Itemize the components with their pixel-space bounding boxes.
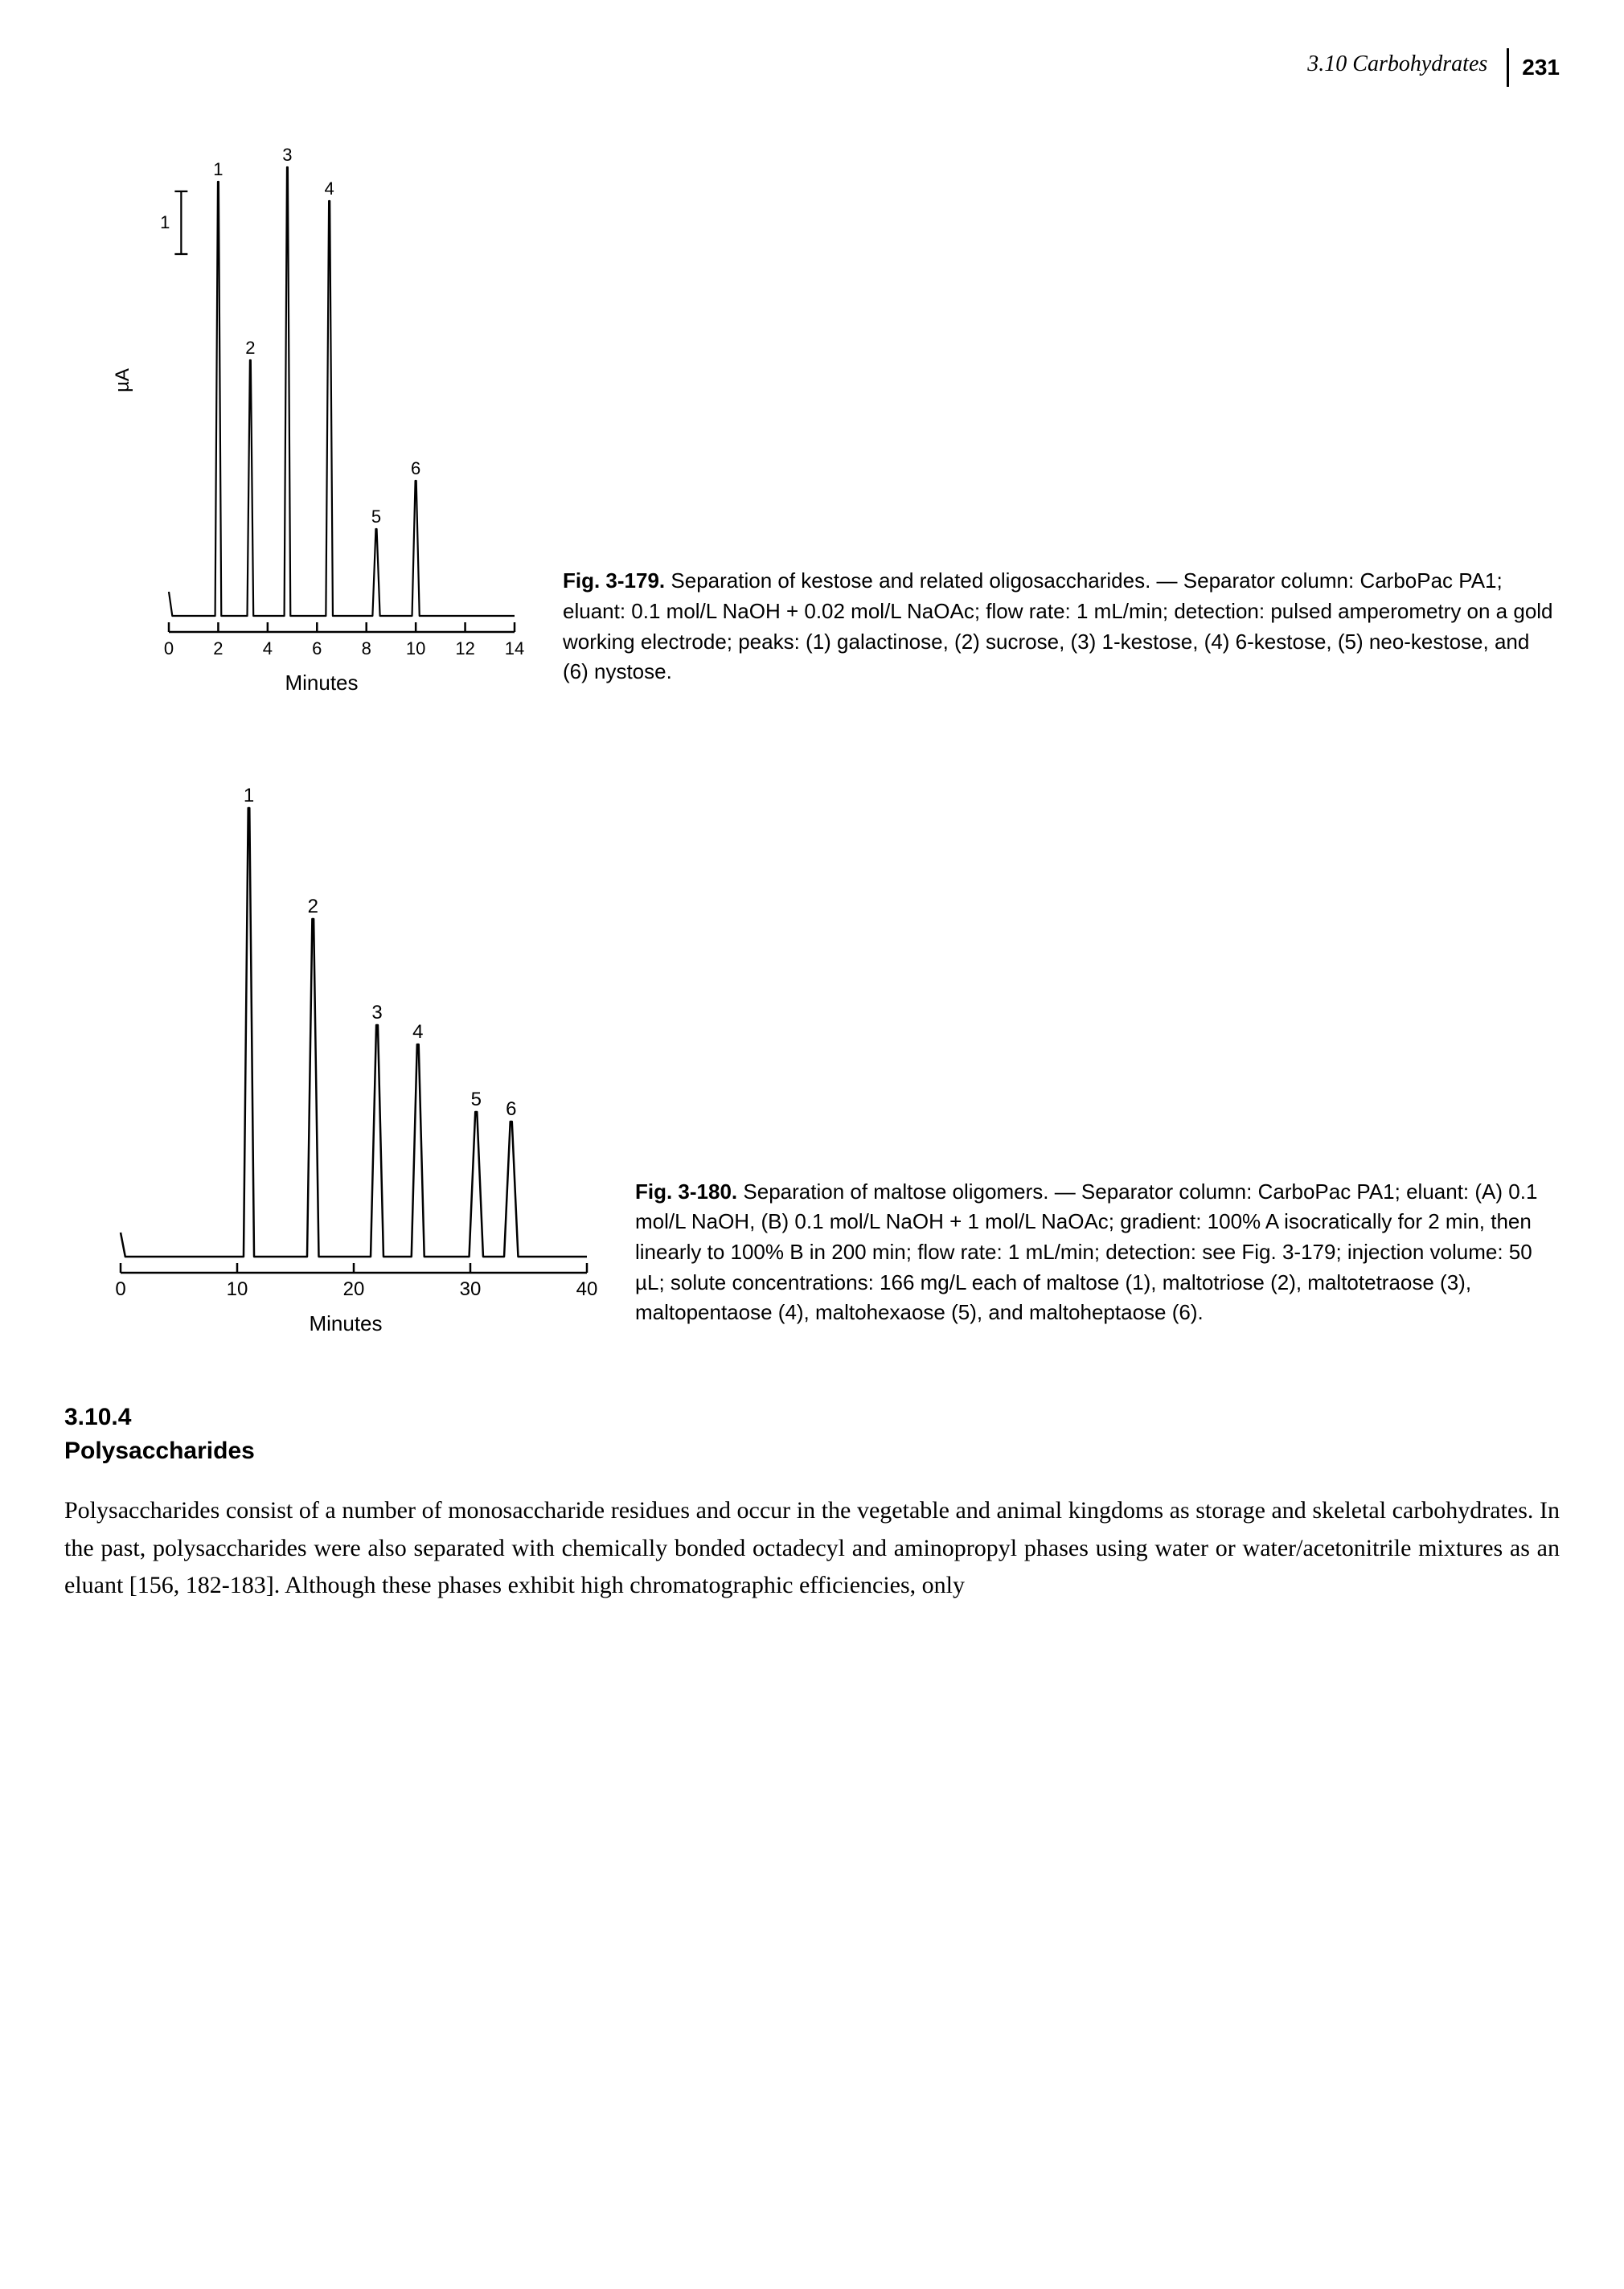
figure-1-chart: 123456024681012141µA Minutes [113, 119, 531, 695]
svg-text:4: 4 [325, 178, 334, 199]
header-section-title: 3.10 Carbohydrates [1307, 51, 1487, 76]
figure-1-xlabel: Minutes [113, 671, 531, 695]
figure-2-chart: 1 2 3 4 5 6 0 10 20 30 40 Minutes [88, 760, 603, 1336]
svg-text:6: 6 [411, 458, 420, 478]
svg-text:1: 1 [160, 212, 170, 232]
svg-text:8: 8 [362, 638, 371, 658]
svg-text:1: 1 [213, 159, 223, 179]
svg-text:3: 3 [282, 145, 292, 165]
section-heading: 3.10.4 Polysaccharides [64, 1401, 1560, 1468]
svg-text:3: 3 [371, 1002, 382, 1023]
svg-text:0: 0 [164, 638, 174, 658]
figure-2-row: 1 2 3 4 5 6 0 10 20 30 40 Minutes Fig. 3-180. Sepa… [64, 760, 1560, 1336]
svg-text:10: 10 [406, 638, 425, 658]
svg-text:2: 2 [308, 896, 318, 917]
page-header: 3.10 Carbohydrates 231 [64, 48, 1560, 87]
svg-text:30: 30 [460, 1278, 482, 1300]
section-number: 3.10.4 [64, 1401, 1560, 1434]
figure-2-caption-text: Separation of maltose oligomers. — Separ… [635, 1179, 1537, 1325]
svg-text:4: 4 [412, 1021, 423, 1043]
svg-text:2: 2 [245, 338, 255, 358]
svg-text:2: 2 [213, 638, 223, 658]
svg-text:6: 6 [506, 1098, 516, 1120]
figure-2-xlabel: Minutes [88, 1311, 603, 1336]
svg-text:1: 1 [244, 785, 254, 806]
section-title: Polysaccharides [64, 1434, 1560, 1468]
figure-1-caption: Fig. 3-179. Separation of kestose and re… [563, 566, 1560, 695]
svg-text:0: 0 [115, 1278, 125, 1300]
svg-text:6: 6 [312, 638, 322, 658]
figure-1-caption-text: Separation of kestose and related oligos… [563, 568, 1553, 683]
svg-text:14: 14 [505, 638, 524, 658]
figure-2-caption: Fig. 3-180. Separation of maltose oligom… [635, 1177, 1560, 1336]
chromatogram-2: 1 2 3 4 5 6 0 10 20 30 40 [88, 760, 603, 1307]
svg-text:20: 20 [343, 1278, 365, 1300]
svg-text:5: 5 [371, 507, 381, 527]
figure-1-label: Fig. 3-179. [563, 568, 665, 593]
body-paragraph-1: Polysaccharides consist of a number of m… [64, 1492, 1560, 1605]
figure-2-label: Fig. 3-180. [635, 1179, 737, 1204]
svg-text:µA: µA [113, 368, 133, 392]
header-divider [1507, 48, 1509, 87]
chromatogram-1: 123456024681012141µA [113, 119, 531, 666]
svg-text:12: 12 [455, 638, 474, 658]
figure-1-row: 123456024681012141µA Minutes Fig. 3-179.… [64, 119, 1560, 695]
header-page-number: 231 [1522, 55, 1560, 80]
svg-text:10: 10 [227, 1278, 248, 1300]
svg-text:5: 5 [471, 1089, 482, 1110]
svg-text:40: 40 [576, 1278, 598, 1300]
svg-text:4: 4 [263, 638, 273, 658]
